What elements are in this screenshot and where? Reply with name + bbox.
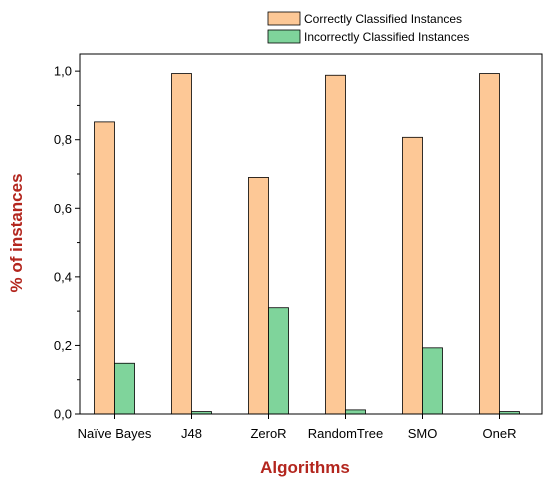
legend-swatch <box>267 11 301 26</box>
bar-correct-2 <box>248 177 269 415</box>
x-tick-label: ZeroR <box>250 426 286 441</box>
bar-correct-4 <box>402 136 423 415</box>
y-tick-label: 1,0 <box>54 64 72 79</box>
x-tick-label: OneR <box>483 426 517 441</box>
bar-incorrect-4 <box>422 347 443 415</box>
y-tick-label: 0,4 <box>54 269 72 284</box>
legend-label: Correctly Classified Instances <box>304 12 462 26</box>
bar-correct-5 <box>479 73 500 415</box>
x-tick-label: SMO <box>408 426 438 441</box>
y-tick-label: 0,2 <box>54 338 72 353</box>
bar-incorrect-2 <box>268 307 289 415</box>
legend-label: Incorrectly Classified Instances <box>304 30 469 44</box>
bars <box>94 73 520 415</box>
axes <box>79 53 543 415</box>
x-tick-label: J48 <box>181 426 202 441</box>
plot-frame <box>79 53 543 415</box>
x-tick-label: RandomTree <box>308 426 383 441</box>
y-tick-label: 0,0 <box>54 407 72 422</box>
bar-correct-0 <box>94 121 115 415</box>
y-tick-label: 0,6 <box>54 201 72 216</box>
y-axis-title: % of instances <box>7 173 26 292</box>
bar-incorrect-0 <box>114 362 135 415</box>
x-tick-label: Naïve Bayes <box>78 426 152 441</box>
ticks: Naïve Bayes J48 ZeroR RandomTree SMO OneR 0,0 0… <box>54 64 517 441</box>
bar-correct-3 <box>325 74 346 415</box>
legend-swatch <box>267 29 301 44</box>
legend: Correctly Classified Instances Incorrectl… <box>267 11 469 44</box>
y-tick-label: 0,8 <box>54 132 72 147</box>
bar-correct-1 <box>171 73 192 415</box>
x-axis-title: Algorithms <box>260 458 350 477</box>
bar-incorrect-3 <box>345 409 366 415</box>
